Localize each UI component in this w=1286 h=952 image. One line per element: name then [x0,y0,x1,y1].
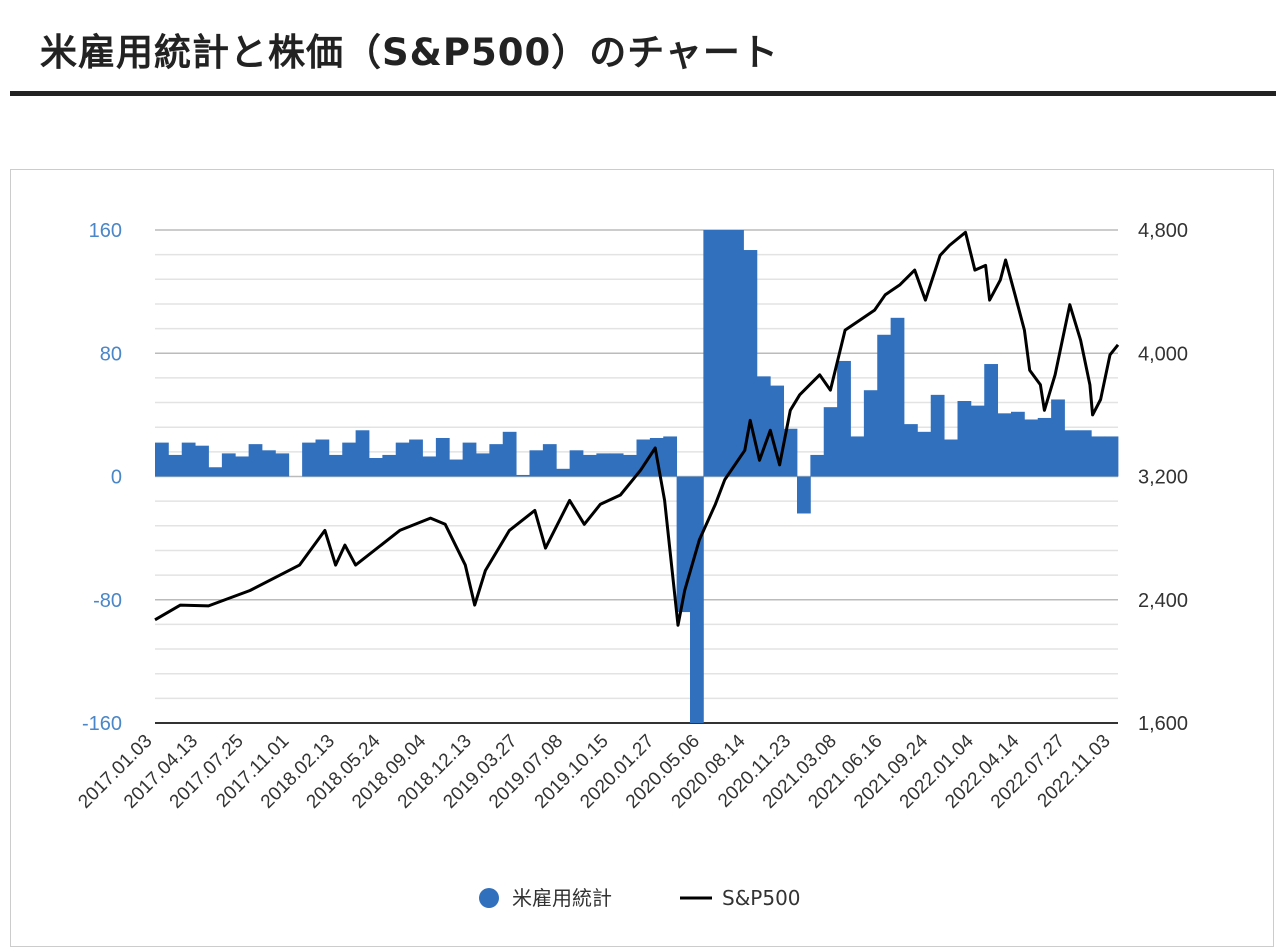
bar [195,445,209,477]
bar [395,442,410,477]
bar [409,439,423,477]
sp500-line [154,230,1120,627]
bar [837,360,851,477]
bar [850,436,865,477]
bar [636,439,651,477]
bar [1077,430,1092,477]
title-underline [10,91,1276,96]
legend-label-sp500[interactable]: S&P500 [722,886,801,910]
bar [957,401,972,477]
bar [275,453,290,477]
bar [810,454,825,477]
bar [623,454,637,477]
legend-marker-employment [479,888,499,908]
right-axis-tick-label: 1,600 [1138,713,1188,735]
bar [770,385,785,477]
bar [328,454,343,477]
bar [930,394,945,477]
bar [1091,436,1106,477]
bar [462,442,477,477]
bar [1024,419,1039,477]
bar [783,428,798,477]
bar [904,424,918,477]
bar [970,405,985,477]
right-axis-tick-label: 2,400 [1138,590,1188,612]
bar [596,453,611,477]
bar [730,230,744,477]
left-axis-tick-label: 80 [100,343,122,365]
bar [262,450,276,477]
bar [1037,417,1052,477]
left-axis-tick-label: 160 [89,220,122,242]
left-axis-tick-label: -80 [93,590,122,612]
bar [583,454,597,477]
bar [690,476,704,723]
bar [756,376,771,477]
bar [208,467,223,477]
bar [743,250,758,477]
bar [221,453,236,477]
bar [422,456,437,477]
left-axis-tick-label: -160 [82,713,122,735]
bar [369,458,383,477]
bar [997,413,1012,477]
right-axis-tick-label: 4,000 [1138,343,1188,365]
bar [569,450,584,477]
bar [529,450,544,477]
right-axis-tick-label: 4,800 [1138,220,1188,242]
bar [609,453,624,477]
bar [716,230,731,477]
bar [944,439,958,477]
bar [1051,399,1065,477]
bar [315,439,330,477]
bar [449,459,464,477]
bar [155,442,169,477]
page-title: 米雇用統計と株価（S&P500）のチャート [40,31,779,74]
bar [1104,436,1119,477]
bar [235,456,250,477]
bar [663,436,678,477]
legend-label-employment[interactable]: 米雇用統計 [512,886,612,910]
bar [181,442,196,477]
right-axis-tick-label: 3,200 [1138,467,1188,489]
line-series-sp500 [154,230,1120,627]
bar [502,431,517,477]
bar [797,476,811,514]
bar [476,453,490,477]
bar [342,442,357,477]
bar [435,437,450,477]
bar [382,454,397,477]
bar [1064,430,1079,477]
bar [248,444,263,477]
bar [863,390,878,477]
bar [917,431,932,477]
chart-container [10,169,1274,947]
bar [168,454,183,477]
bar [703,230,718,477]
bar [516,474,530,477]
bar [542,444,557,477]
bar [877,334,892,477]
bar [823,407,838,477]
left-axis-tick-label: 0 [111,467,122,489]
bar [556,468,571,477]
bar [1011,411,1025,477]
bar [489,444,504,477]
bar [984,364,999,477]
bar [890,317,905,477]
bar [355,430,370,477]
bar [302,442,316,477]
legend: 米雇用統計 S&P500 [479,886,801,910]
